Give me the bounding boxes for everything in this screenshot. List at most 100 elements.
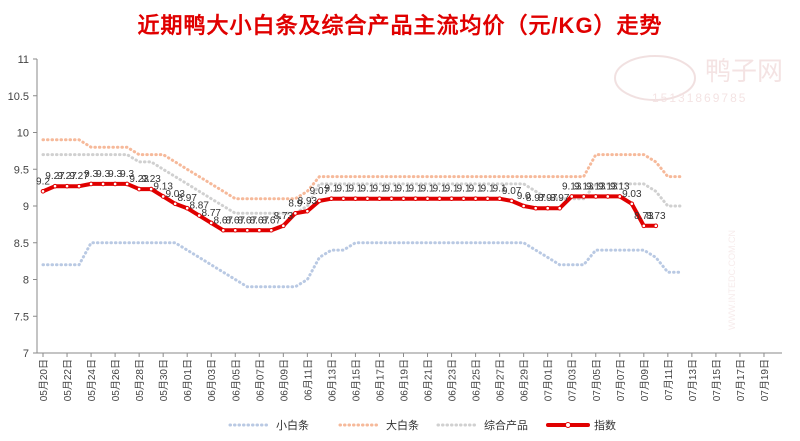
data-label: 9.27 (57, 171, 77, 182)
data-label: 9.1 (348, 184, 362, 195)
index-point (593, 194, 599, 199)
x-tick-label: 05月26日 (110, 359, 122, 401)
x-tick-label: 05月30日 (158, 359, 170, 401)
data-label: 9.03 (622, 189, 642, 200)
index-point (184, 205, 190, 211)
data-label: 8.97 (538, 193, 558, 204)
series-line-小白条 (41, 241, 682, 289)
data-label: 9.27 (69, 171, 89, 182)
series-layer (40, 138, 682, 289)
x-tick-label: 06月21日 (423, 359, 435, 401)
y-tick-label: 8.5 (14, 238, 29, 250)
data-label: 9.13 (610, 181, 630, 192)
data-label: 9.1 (409, 184, 423, 195)
x-tick-label: 05月24日 (86, 359, 98, 401)
legend-marker (565, 422, 571, 428)
legend-label: 指数 (594, 418, 616, 432)
data-label: 8.73 (646, 211, 666, 222)
legend-label: 小白条 (276, 418, 309, 432)
x-tick-label: 07月05日 (591, 359, 603, 401)
x-tick-label: 07月03日 (567, 359, 579, 401)
axes: 7 7.5 8 8.5 9 9.5 10 10.5 11 05月20日 05月22日 05月24日 05… (8, 54, 782, 401)
index-point (148, 186, 154, 192)
index-point (533, 205, 538, 211)
x-tick-label: 07月07日 (615, 359, 627, 401)
data-label: 9.23 (141, 174, 161, 185)
x-tick-label: 06月23日 (447, 359, 459, 401)
index-point (497, 196, 502, 201)
index-point (617, 194, 623, 199)
x-tick-label: 05月28日 (134, 359, 146, 401)
data-labels: 9.29.279.279.279.39.39.39.39.239.239.139… (36, 169, 666, 226)
x-tick-label: 06月01日 (182, 359, 194, 401)
index-point (365, 196, 370, 201)
data-label: 8.97 (526, 193, 546, 204)
index-point (509, 198, 514, 204)
data-label: 8.9 (288, 198, 302, 209)
y-tick-label: 9.5 (14, 164, 29, 176)
duck-logo-icon (614, 55, 696, 101)
data-label: 8.97 (177, 193, 197, 204)
data-label: 9.1 (493, 184, 507, 195)
data-label: 9.1 (481, 184, 495, 195)
index-point (136, 186, 142, 192)
data-label: 9.03 (165, 189, 185, 200)
data-label: 8.97 (550, 193, 570, 204)
index-point (377, 196, 382, 201)
y-tick-label: 9 (23, 201, 29, 213)
data-label: 8.93 (298, 196, 318, 207)
data-label: 9.3 (108, 169, 122, 180)
x-tick-label: 07月01日 (543, 359, 555, 401)
x-tick-label: 07月17日 (735, 359, 747, 401)
index-point (401, 196, 406, 201)
index-point (485, 196, 490, 201)
x-tick-label: 06月07日 (254, 359, 266, 401)
index-point (305, 208, 310, 214)
y-tick-label: 7.5 (14, 311, 29, 323)
data-label: 9.3 (96, 169, 110, 180)
data-label: 9.1 (360, 184, 374, 195)
index-point (100, 181, 106, 187)
index-point (208, 220, 214, 226)
data-label: 8.87 (189, 201, 209, 212)
data-label: 9.07 (310, 186, 330, 197)
index-point (437, 196, 442, 201)
x-tick-label: 06月09日 (278, 359, 290, 401)
x-tick-label: 06月15日 (350, 359, 362, 401)
series-line-指数 (41, 181, 658, 233)
data-label: 9.0 (517, 191, 531, 202)
index-point (653, 223, 659, 229)
y-tick-label: 10.5 (8, 91, 29, 103)
data-label: 9.23 (129, 174, 149, 185)
x-tick-label: 05月22日 (62, 359, 74, 401)
legend-label: 综合产品 (484, 418, 528, 432)
index-point (256, 227, 262, 233)
data-label: 9.13 (586, 181, 606, 192)
x-tick-label: 06月27日 (495, 359, 507, 401)
data-label: 8.67 (214, 215, 234, 226)
index-point (112, 181, 118, 187)
data-label: 9.27 (45, 171, 65, 182)
watermark-phone: 15131869785 (652, 91, 747, 105)
index-point (64, 183, 70, 189)
x-tick-label: 06月25日 (471, 359, 483, 401)
x-tick-label: 07月13日 (687, 359, 699, 401)
index-point (281, 223, 286, 229)
watermark: 鸭子网 15131869785 WWW.INTEDC.COM.CN (614, 55, 783, 330)
x-tick-label: 07月15日 (711, 359, 723, 401)
data-label: 9.2 (36, 176, 50, 187)
index-point (413, 196, 418, 201)
data-label: 9.13 (574, 181, 594, 192)
data-label: 9.1 (385, 184, 399, 195)
watermark-text: 鸭子网 (705, 56, 783, 86)
y-tick-label: 10 (17, 128, 29, 140)
y-tick-label: 7 (23, 348, 29, 360)
data-label: 9.13 (562, 181, 582, 192)
data-label: 9.3 (84, 169, 98, 180)
index-point (40, 189, 46, 194)
series-line-综合产品 (41, 153, 682, 215)
x-tick-label: 06月11日 (302, 359, 314, 401)
data-label: 8.67 (226, 215, 246, 226)
